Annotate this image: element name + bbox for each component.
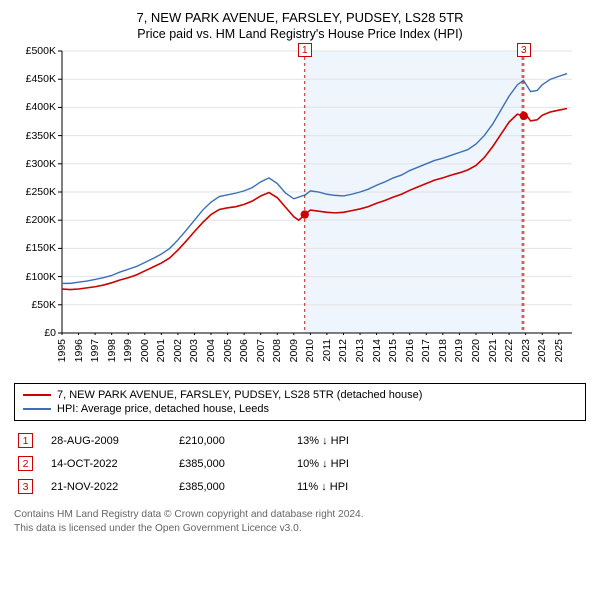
x-axis-label: 2005 [222,339,234,362]
x-axis-label: 2012 [337,339,349,362]
event-marker: 1 [298,43,312,57]
event-diff: 13% ↓ HPI [297,435,397,447]
x-axis-label: 2019 [453,339,465,362]
x-axis-label: 2002 [172,339,184,362]
x-axis-label: 2017 [420,339,432,362]
footnote-line: This data is licensed under the Open Gov… [14,522,586,536]
events-table: 1 28-AUG-2009 £210,000 13% ↓ HPI 2 14-OCT-202… [14,429,586,498]
event-number: 3 [18,479,33,494]
event-price: £385,000 [179,458,279,470]
x-axis-label: 1997 [89,339,101,362]
x-axis-label: 2004 [205,339,217,362]
legend-swatch [23,408,51,410]
event-marker: 3 [517,43,531,57]
legend-label: HPI: Average price, detached house, Leed… [57,403,269,415]
x-axis-label: 2023 [520,339,532,362]
x-axis-label: 2010 [304,339,316,362]
x-axis-label: 2021 [487,339,499,362]
x-axis-label: 2024 [536,339,548,362]
x-axis-label: 2020 [470,339,482,362]
event-price: £385,000 [179,481,279,493]
event-row: 1 28-AUG-2009 £210,000 13% ↓ HPI [14,429,586,452]
x-axis-label: 2009 [288,339,300,362]
event-date: 28-AUG-2009 [51,435,161,447]
event-diff: 11% ↓ HPI [297,481,397,493]
x-axis-label: 2000 [139,339,151,362]
event-number: 1 [18,433,33,448]
x-axis-label: 1995 [56,339,68,362]
event-date: 14-OCT-2022 [51,458,161,470]
legend-label: 7, NEW PARK AVENUE, FARSLEY, PUDSEY, LS2… [57,389,422,401]
x-axis-label: 1999 [122,339,134,362]
x-axis-label: 2025 [553,339,565,362]
legend-item: HPI: Average price, detached house, Leed… [23,402,577,416]
legend-item: 7, NEW PARK AVENUE, FARSLEY, PUDSEY, LS2… [23,388,577,402]
legend: 7, NEW PARK AVENUE, FARSLEY, PUDSEY, LS2… [14,383,586,421]
x-axis-label: 2001 [155,339,167,362]
x-axis-label: 2022 [503,339,515,362]
price-chart: £0£50K£100K£150K£200K£250K£300K£350K£400… [14,47,586,377]
event-diff: 10% ↓ HPI [297,458,397,470]
x-axis-label: 2006 [238,339,250,362]
x-axis-label: 1996 [73,339,85,362]
chart-subtitle: Price paid vs. HM Land Registry's House … [14,27,586,41]
legend-swatch [23,394,51,396]
x-axis-label: 2014 [371,339,383,362]
x-axis-label: 2015 [387,339,399,362]
event-number: 2 [18,456,33,471]
chart-title: 7, NEW PARK AVENUE, FARSLEY, PUDSEY, LS2… [14,10,586,25]
footnote: Contains HM Land Registry data © Crown c… [14,508,586,536]
x-axis-label: 2016 [404,339,416,362]
event-date: 21-NOV-2022 [51,481,161,493]
footnote-line: Contains HM Land Registry data © Crown c… [14,508,586,522]
x-axis-label: 2018 [437,339,449,362]
event-row: 2 14-OCT-2022 £385,000 10% ↓ HPI [14,452,586,475]
event-row: 3 21-NOV-2022 £385,000 11% ↓ HPI [14,475,586,498]
x-axis-label: 2003 [188,339,200,362]
x-axis-label: 1998 [106,339,118,362]
x-axis-label: 2008 [271,339,283,362]
x-axis-label: 2013 [354,339,366,362]
x-axis-label: 2007 [255,339,267,362]
event-price: £210,000 [179,435,279,447]
x-axis-label: 2011 [321,339,333,362]
